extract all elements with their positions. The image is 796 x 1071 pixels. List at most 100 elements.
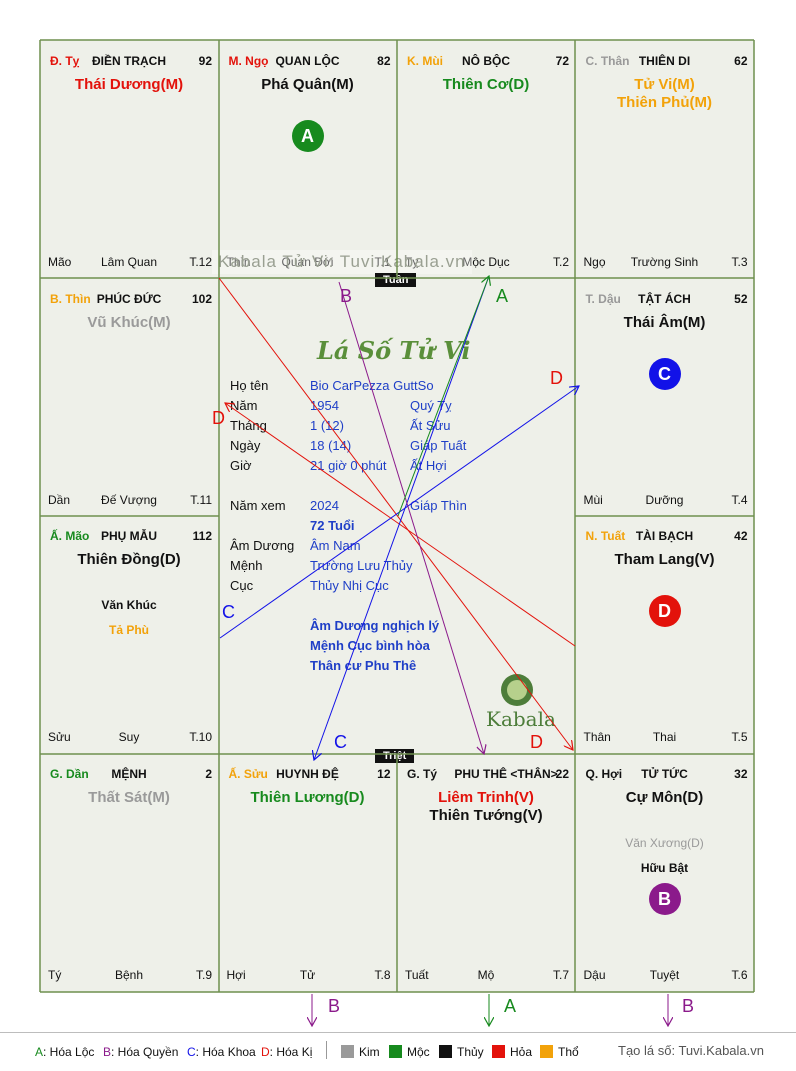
legend-key: A: [35, 1045, 44, 1059]
legend-element-item: Kim: [341, 1045, 380, 1059]
palace-month: T.4: [731, 492, 748, 507]
palace-earthly-branch: Dậu: [583, 967, 606, 982]
major-stars: Thái Dương(M): [40, 76, 218, 94]
trigram-arrow: [338, 281, 484, 754]
palace-name: PHÚC ĐỨC: [96, 291, 162, 306]
legend-hoa-item: A: Hóa Lộc: [35, 1045, 94, 1059]
palace-number: 112: [192, 529, 212, 543]
palace-number: 82: [377, 54, 391, 68]
legend-hoa-item: B: Hóa Quyền: [103, 1045, 178, 1059]
major-star: Vũ Khúc(M): [87, 313, 171, 331]
major-star: Tham Lang(V): [614, 551, 715, 568]
major-stars: Liêm Trinh(V) Thiên Tướng(V): [397, 789, 575, 825]
palace-earthly-branch: Thìn: [226, 255, 251, 269]
trigram-arrow: [314, 275, 490, 760]
palace-1: M. Ngọ QUAN LỘC 82 Phá Quân(M) A Thìn Quan Đới…: [219, 40, 397, 277]
palace-name: ĐIỀN TRẠCH: [92, 54, 166, 68]
major-star: Liêm Trinh(V): [438, 788, 534, 806]
major-star: Cự Môn(D): [625, 788, 704, 806]
palace-number: 92: [198, 54, 212, 68]
trigram-arrow: [397, 276, 489, 517]
palace-branch: T. Dậu: [585, 291, 621, 306]
arrow-label: B: [682, 996, 695, 1016]
info-note: Mệnh Cục bình hòa: [310, 638, 430, 653]
major-stars: Thất Sát(M): [40, 789, 218, 807]
info-label: Giờ: [230, 458, 252, 473]
palace-number: 62: [734, 54, 748, 68]
element-swatch: [341, 1045, 354, 1058]
arrow-label: A: [504, 996, 517, 1016]
legend-key: B: [103, 1045, 112, 1059]
info-value: 72 Tuổi: [310, 518, 355, 533]
info-label: Năm xem: [230, 498, 286, 513]
palace-cycle-stage: Mộc Dục: [462, 255, 510, 269]
palace-cycle-stage: Quan Đới: [281, 255, 334, 269]
legend-text: : Hóa Kị: [269, 1045, 313, 1059]
major-star: Thiên Lương(D): [250, 788, 365, 806]
arrow-label: B: [328, 996, 341, 1016]
palace-name: TÀI BẠCH: [635, 529, 694, 543]
palace-branch: Ấ. Mão: [50, 529, 90, 543]
element-name: Thủy: [457, 1045, 484, 1059]
palace-8: G. Dần MỆNH 2 Thất Sát(M) Tý Bệnh T.9: [40, 753, 218, 990]
palace-earthly-branch: Mùi: [583, 492, 603, 507]
palace-month: T.3: [731, 255, 748, 269]
element-name: Thổ: [558, 1045, 579, 1059]
palace-name: NÔ BỘC: [462, 54, 510, 68]
palace-earthly-branch: Tý: [48, 967, 62, 982]
info-value: 21 giờ 0 phút: [310, 458, 387, 473]
palace-cycle-stage: Đế Vượng: [101, 492, 157, 507]
transform-badge: A: [291, 120, 324, 152]
transform-badge: B: [648, 882, 681, 915]
palace-number: 42: [734, 529, 748, 543]
palace-month: T.11: [190, 492, 212, 507]
legend-text: : Hóa Lộc: [43, 1045, 95, 1059]
palace-name: HUYNH ĐỆ: [276, 766, 339, 781]
major-stars: Phá Quân(M): [219, 76, 397, 94]
info-label: Âm Dương: [230, 538, 295, 553]
palace-month: T.9: [195, 967, 212, 982]
info-value: Bio CarPezza GuttSo: [310, 378, 434, 393]
palace-name: QUAN LỘC: [275, 54, 340, 68]
major-star: Thái Dương(M): [74, 76, 184, 93]
palace-branch: B. Thìn: [50, 291, 91, 306]
major-star: Thiên Đồng(D): [77, 551, 181, 568]
arrow-label: C: [222, 602, 235, 622]
major-star: Thiên Phủ(M): [617, 94, 712, 111]
palace-number: 2: [205, 766, 212, 781]
transform-badge: D: [648, 595, 681, 627]
major-stars: Tử Vi(M) Thiên Phủ(M): [576, 76, 754, 112]
palace-earthly-branch: Dần: [48, 492, 71, 507]
minor-star: Hữu Bật: [640, 860, 689, 875]
palace-7: N. Tuất TÀI BẠCH 42 Tham Lang(V) D Thân Thai T.…: [576, 515, 754, 752]
palace-branch: M. Ngọ: [228, 54, 269, 68]
palace-0: Đ. Tỵ ĐIỀN TRẠCH 92 Thái Dương(M) Mão Lâm Qua…: [40, 40, 218, 277]
palace-earthly-branch: Mão: [48, 255, 72, 269]
major-star: Tử Vi(M): [634, 76, 695, 93]
palace-11: Q. Hợi TỬ TỨC 32 Cự Môn(D) Văn Xương(D) Hữu B…: [576, 753, 754, 990]
palace-5: T. Dậu TẬT ÁCH 52 Thái Âm(M) C Mùi Dưỡng T.4: [576, 278, 754, 515]
legend-text: : Hóa Quyền: [111, 1045, 179, 1059]
palace-number: 72: [555, 54, 569, 68]
element-name: Kim: [359, 1045, 380, 1059]
palace-branch: Q. Hợi: [585, 766, 623, 781]
palace-branch: K. Mùi: [407, 54, 443, 68]
major-stars: Thiên Lương(D): [219, 789, 397, 807]
trigram-arrows: [218, 275, 668, 1026]
palace-cycle-stage: Bệnh: [114, 967, 144, 982]
major-stars: Cự Môn(D): [576, 789, 754, 807]
palace-10: G. Tý PHU THÊ <THÂN> 22 Liêm Trinh(V) Thiên …: [397, 753, 575, 990]
major-star: Thiên Tướng(V): [429, 806, 543, 824]
major-stars: Tham Lang(V): [576, 551, 754, 569]
palace-cycle-stage: Dưỡng: [645, 492, 684, 507]
element-name: Mộc: [407, 1045, 430, 1059]
palace-branch: C. Thân: [585, 54, 630, 68]
element-name: Hỏa: [510, 1045, 533, 1059]
palace-name: THIÊN DI: [638, 54, 691, 68]
palace-earthly-branch: Ngọ: [583, 255, 606, 269]
palace-cycle-stage: Tuyệt: [649, 967, 680, 982]
palace-number: 52: [734, 291, 748, 306]
major-stars: Thái Âm(M): [576, 314, 754, 332]
arrow-label: B: [340, 286, 353, 306]
info-label: Họ tên: [230, 378, 269, 393]
